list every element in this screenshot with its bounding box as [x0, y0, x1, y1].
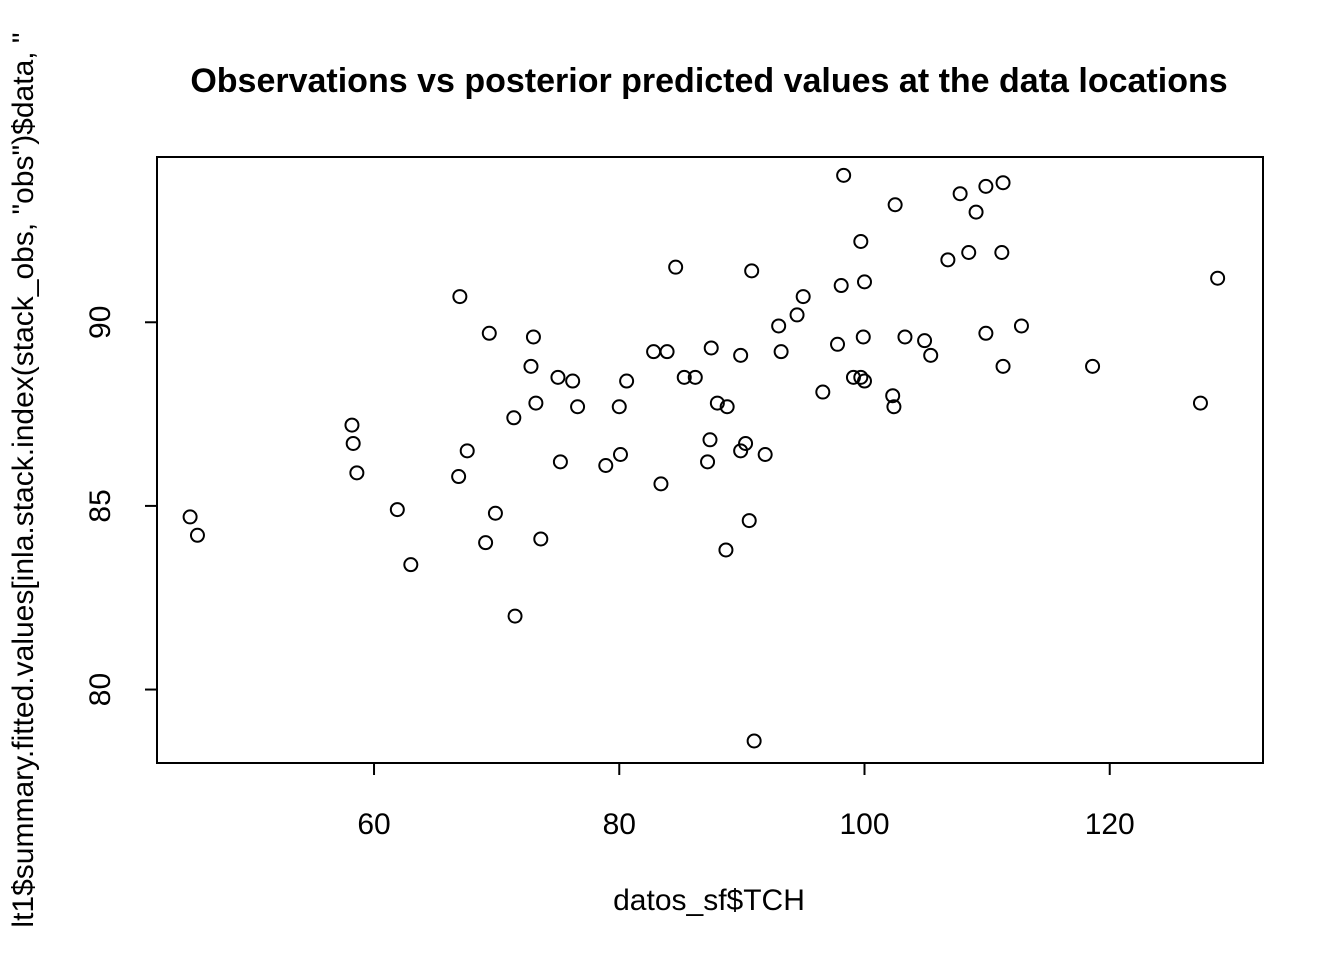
data-point — [487, 505, 503, 521]
data-point — [676, 369, 692, 385]
data-point — [506, 410, 522, 426]
data-point — [189, 527, 205, 543]
data-point — [836, 167, 852, 183]
data-point — [744, 263, 760, 279]
data-point — [733, 347, 749, 363]
data-point — [565, 373, 581, 389]
data-point — [856, 373, 872, 389]
x-tick-label: 80 — [603, 808, 636, 841]
data-point — [182, 509, 198, 525]
data-point — [917, 333, 933, 349]
data-point — [978, 325, 994, 341]
data-point — [451, 469, 467, 485]
chart-title: Observations vs posterior predicted valu… — [190, 62, 1227, 100]
x-tick-label: 120 — [1085, 808, 1135, 841]
data-point — [533, 531, 549, 547]
data-point — [459, 443, 475, 459]
data-point — [700, 454, 716, 470]
data-point — [1085, 358, 1101, 374]
data-point — [552, 454, 568, 470]
data-point — [995, 358, 1011, 374]
data-point — [619, 373, 635, 389]
data-point — [687, 369, 703, 385]
data-point — [646, 344, 662, 360]
data-point — [481, 325, 497, 341]
data-point — [345, 435, 361, 451]
data-point — [719, 399, 735, 415]
data-point — [718, 542, 734, 558]
data-point — [897, 329, 913, 345]
data-point — [733, 443, 749, 459]
data-point — [995, 175, 1011, 191]
data-point — [1013, 318, 1029, 334]
data-point — [994, 244, 1010, 260]
data-point — [478, 535, 494, 551]
y-axis-label: lt1$summary.fitted.values[inla.stack.ind… — [7, 32, 40, 927]
data-point — [923, 347, 939, 363]
data-point — [703, 340, 719, 356]
data-point — [746, 733, 762, 749]
data-point — [668, 259, 684, 275]
data-point — [978, 178, 994, 194]
y-axis: 80 85 90 — [84, 306, 158, 706]
data-point — [940, 252, 956, 268]
data-point — [741, 513, 757, 529]
data-point — [815, 384, 831, 400]
data-point — [659, 344, 675, 360]
y-tick-label: 90 — [84, 306, 117, 339]
data-point — [738, 435, 754, 451]
data-point — [853, 369, 869, 385]
data-point — [789, 307, 805, 323]
data-point — [855, 329, 871, 345]
data-point — [570, 399, 586, 415]
data-point — [1210, 270, 1226, 286]
data-point — [773, 344, 789, 360]
data-point — [885, 388, 901, 404]
data-point — [344, 417, 360, 433]
data-point — [856, 274, 872, 290]
x-axis-label: datos_sf$TCH — [613, 884, 805, 917]
x-tick-label: 100 — [839, 808, 889, 841]
data-point — [525, 329, 541, 345]
data-point — [653, 476, 669, 492]
data-point — [771, 318, 787, 334]
data-point — [968, 204, 984, 220]
x-tick-label: 60 — [357, 808, 390, 841]
data-point — [349, 465, 365, 481]
data-point — [523, 358, 539, 374]
data-point — [702, 432, 718, 448]
data-point — [528, 395, 544, 411]
data-point — [611, 399, 627, 415]
data-point — [709, 395, 725, 411]
data-point — [830, 336, 846, 352]
data-point — [887, 197, 903, 213]
y-tick-label: 85 — [84, 489, 117, 522]
data-point — [452, 289, 468, 305]
x-axis: 60 80 100 120 — [357, 762, 1135, 841]
data-point — [952, 186, 968, 202]
y-tick-label: 80 — [84, 673, 117, 706]
data-point — [507, 608, 523, 624]
data-point — [1192, 395, 1208, 411]
data-point — [961, 244, 977, 260]
plot-frame — [156, 156, 1264, 764]
data-point — [795, 289, 811, 305]
data-point — [853, 233, 869, 249]
data-point — [550, 369, 566, 385]
data-point — [833, 278, 849, 294]
data-point — [612, 446, 628, 462]
data-point — [886, 399, 902, 415]
data-point — [389, 502, 405, 518]
data-points — [182, 167, 1226, 749]
data-point — [598, 458, 614, 474]
data-point — [757, 446, 773, 462]
data-point — [403, 557, 419, 573]
